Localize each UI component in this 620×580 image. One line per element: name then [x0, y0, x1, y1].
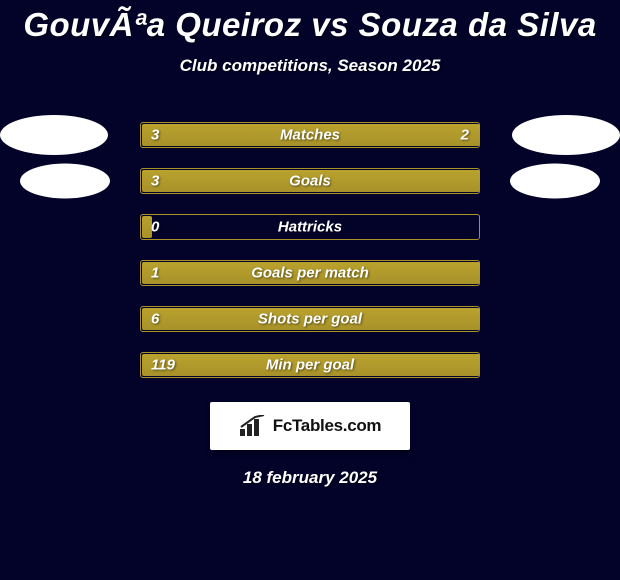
stat-bar: Hattricks0: [140, 214, 480, 240]
player-avatar-left: [20, 164, 110, 199]
brand-badge: FcTables.com: [210, 402, 410, 450]
stat-row: Matches32: [0, 112, 620, 158]
stat-row: Shots per goal6: [0, 296, 620, 342]
stat-bar: Shots per goal6: [140, 306, 480, 332]
page-subtitle: Club competitions, Season 2025: [0, 56, 620, 76]
stat-row: Hattricks0: [0, 204, 620, 250]
comparison-infographic: GouvÃªa Queiroz vs Souza da Silva Club c…: [0, 0, 620, 580]
stat-bar-fill: [142, 216, 152, 238]
player-avatar-right: [512, 115, 620, 155]
player-avatar-right: [510, 164, 600, 199]
stat-bar-fill: [142, 262, 480, 284]
stat-bar-fill: [142, 354, 480, 376]
page-title: GouvÃªa Queiroz vs Souza da Silva: [0, 6, 620, 44]
stat-value-left: 0: [151, 219, 159, 236]
footer-date: 18 february 2025: [0, 468, 620, 488]
player-avatar-left: [0, 115, 108, 155]
stat-row: Goals per match1: [0, 250, 620, 296]
stat-bar-fill: [142, 170, 480, 192]
stat-bar: Goals per match1: [140, 260, 480, 286]
stat-bar: Goals3: [140, 168, 480, 194]
stat-label: Hattricks: [141, 219, 479, 236]
stat-bar: Min per goal119: [140, 352, 480, 378]
stat-bar: Matches32: [140, 122, 480, 148]
stat-row: Min per goal119: [0, 342, 620, 388]
stat-bar-fill: [142, 308, 480, 330]
stat-bar-fill: [142, 124, 480, 146]
brand-logo-icon: [239, 415, 267, 437]
stat-row: Goals3: [0, 158, 620, 204]
chart-area: Matches32 Goals3 Hattricks0 Goals per match…: [0, 112, 620, 388]
brand-text: FcTables.com: [273, 416, 382, 436]
